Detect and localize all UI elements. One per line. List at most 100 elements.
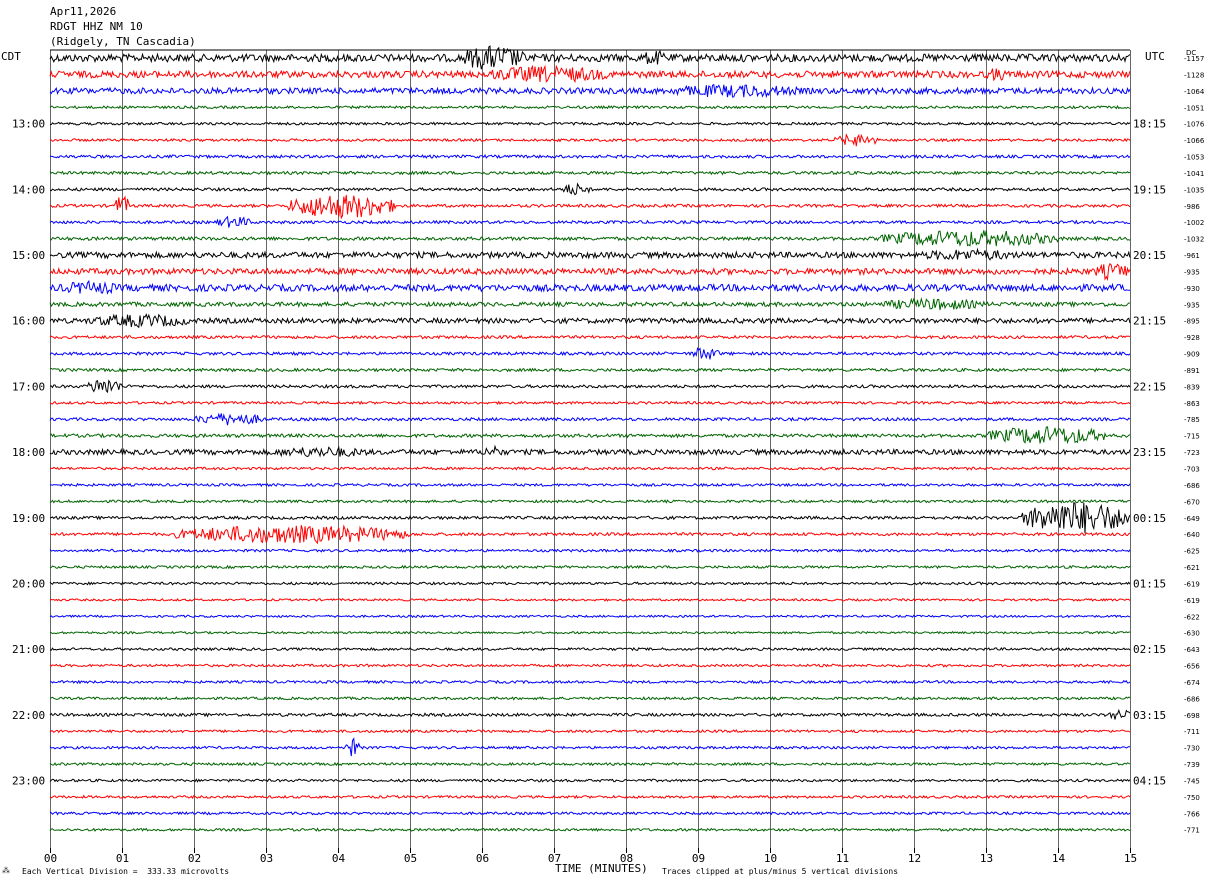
header-location: (Ridgely, TN Cascadia) — [50, 35, 196, 48]
dc-offset-label: -643 — [1184, 646, 1200, 654]
hour-label-right: 02:15 — [1133, 643, 1166, 656]
hour-label-left: 19:00 — [12, 512, 45, 525]
trace-line — [50, 502, 1131, 534]
dc-offset-label: -935 — [1184, 301, 1200, 309]
dc-offset-label: -715 — [1184, 433, 1200, 441]
dc-offset-label: -1002 — [1184, 219, 1204, 227]
trace-line — [49, 524, 1131, 545]
hour-label-right: 18:15 — [1133, 118, 1166, 131]
hour-label-left: 21:00 — [12, 643, 45, 656]
hour-label-right: 01:15 — [1133, 577, 1166, 590]
trace-line — [49, 794, 1131, 800]
x-tick-label: 00 — [44, 852, 57, 865]
dc-offset-label: -703 — [1184, 466, 1200, 474]
trace-line — [49, 194, 1131, 220]
dc-offset-label: -895 — [1184, 318, 1200, 326]
hour-label-left: 13:00 — [12, 118, 45, 131]
trace-line — [49, 708, 1131, 720]
footer-division: Each Vertical Division = 333.33 microvol… — [22, 867, 230, 876]
trace-line — [49, 153, 1131, 160]
dc-offset-label: -1032 — [1184, 236, 1204, 244]
hour-label-left: 22:00 — [12, 709, 45, 722]
trace-line — [49, 334, 1131, 340]
hour-label-left: 15:00 — [12, 249, 45, 262]
trace-line — [49, 466, 1131, 471]
trace-line — [49, 614, 1131, 619]
x-tick-label: 11 — [836, 852, 849, 865]
dc-offset-label: -961 — [1184, 252, 1200, 260]
dc-offset-label: -863 — [1184, 400, 1200, 408]
dc-offset-label: -935 — [1184, 268, 1200, 276]
dc-offset-label: -621 — [1184, 564, 1200, 572]
dc-offset-label: -698 — [1184, 712, 1200, 720]
trace-line — [49, 663, 1131, 668]
dc-header: DC — [1186, 49, 1197, 57]
dc-offset-label: -766 — [1184, 810, 1200, 818]
trace-line — [49, 279, 1131, 295]
header-station: RDGT HHZ NM 10 — [50, 20, 143, 33]
trace-line — [49, 367, 1131, 373]
trace-line — [49, 581, 1131, 586]
hour-label-right: 03:15 — [1133, 709, 1166, 722]
trace-line — [49, 45, 1131, 70]
trace-line — [49, 778, 1131, 783]
trace-line — [49, 597, 1131, 602]
trace-line — [49, 247, 1131, 261]
hour-label-right: 00:15 — [1133, 512, 1166, 525]
dc-offset-label: -739 — [1184, 761, 1200, 769]
dc-offset-label: -1076 — [1184, 121, 1205, 129]
dc-offset-label: -1041 — [1184, 170, 1204, 178]
label-group: 00 01 02 03 04 05 06 07 08 09 10 11 12 13 14 15 -1157 -11… — [12, 55, 1205, 865]
trace-line — [49, 412, 1131, 426]
x-tick-label: 07 — [548, 852, 561, 865]
trace-line — [49, 400, 1131, 406]
trace-line — [49, 729, 1131, 734]
right-zone-label: UTC — [1145, 50, 1165, 63]
trace-line — [49, 482, 1131, 488]
hour-label-right: 21:15 — [1133, 315, 1166, 328]
dc-offset-label: -649 — [1184, 515, 1200, 523]
hour-label-right: 23:15 — [1133, 446, 1166, 459]
hour-label-right: 22:15 — [1133, 380, 1166, 393]
dc-offset-label: -619 — [1184, 580, 1200, 588]
hour-label-left: 23:00 — [12, 774, 45, 787]
dc-offset-label: -670 — [1184, 498, 1200, 506]
dc-offset-label: -1064 — [1184, 88, 1205, 96]
trace-line — [49, 379, 1131, 394]
trace-line — [49, 133, 1131, 147]
x-axis-title: TIME (MINUTES) — [555, 862, 648, 875]
dc-offset-label: -656 — [1184, 663, 1200, 671]
trace-line — [49, 426, 1131, 445]
x-tick-label: 13 — [980, 852, 993, 865]
footer-marker: ⁂ — [2, 866, 10, 875]
dc-offset-label: -1053 — [1184, 154, 1204, 162]
dc-offset-label: -619 — [1184, 597, 1200, 605]
x-tick-label: 12 — [908, 852, 921, 865]
trace-line — [49, 630, 1131, 635]
hour-label-left: 17:00 — [12, 380, 45, 393]
dc-offset-label: -1128 — [1184, 71, 1204, 79]
trace-line — [49, 548, 1131, 553]
dc-offset-label: -630 — [1184, 630, 1200, 638]
trace-line — [49, 564, 1131, 570]
dc-offset-label: -771 — [1184, 827, 1200, 835]
x-tick-label: 05 — [404, 852, 417, 865]
x-tick-label: 14 — [1052, 852, 1066, 865]
hour-label-left: 14:00 — [12, 183, 45, 196]
trace-line — [49, 215, 1131, 228]
trace-line — [49, 83, 1131, 99]
trace-line — [49, 646, 1131, 652]
trace-line — [49, 827, 1131, 833]
dc-offset-label: -909 — [1184, 351, 1200, 359]
dc-offset-label: -730 — [1184, 745, 1200, 753]
dc-offset-label: -622 — [1184, 613, 1200, 621]
dc-offset-label: -928 — [1184, 334, 1200, 342]
trace-line — [49, 64, 1131, 84]
dc-offset-label: -674 — [1184, 679, 1200, 687]
dc-offset-label: -986 — [1184, 203, 1200, 211]
dc-offset-label: -839 — [1184, 383, 1200, 391]
x-tick-label: 03 — [260, 852, 273, 865]
dc-offset-label: -750 — [1184, 794, 1200, 802]
footer-clip: Traces clipped at plus/minus 5 vertical … — [662, 867, 899, 876]
